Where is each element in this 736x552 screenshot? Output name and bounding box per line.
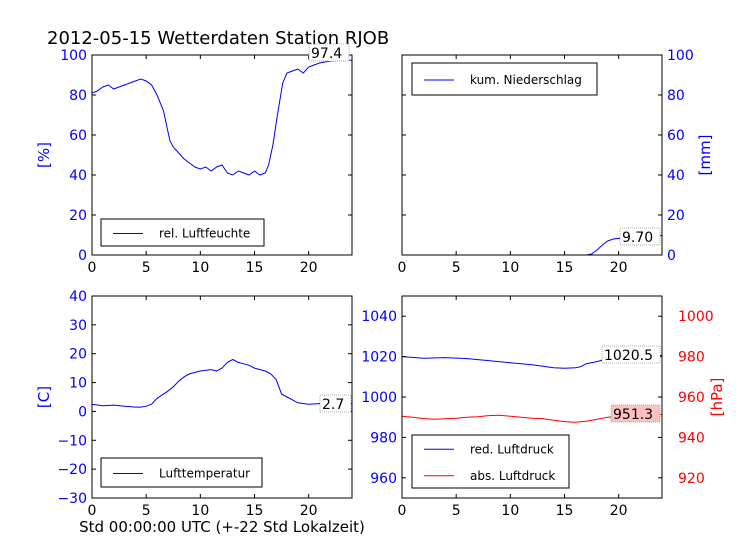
x-tick-label: 15	[556, 260, 574, 276]
last-value-box	[601, 345, 661, 364]
y-tick-label: 60	[69, 128, 87, 144]
y-axis-label: [mm]	[696, 135, 714, 176]
last-value-box	[610, 404, 661, 423]
y2-tick-label: 1000	[678, 309, 714, 325]
x-tick-label: 0	[88, 503, 97, 519]
x-tick-label: 5	[452, 260, 461, 276]
y-tick-label: 10	[69, 376, 87, 392]
last-value-box	[319, 394, 352, 413]
pressure-chart: 0 5 10 15 20 960 980 1000 1020 1040 920 940 960 980 10…	[361, 295, 726, 519]
y-tick-label: −20	[57, 462, 87, 478]
x-tick-label: 15	[556, 503, 574, 519]
x-tick-label: 20	[300, 503, 318, 519]
plot-frame	[91, 295, 353, 499]
y-tick-label: 40	[69, 168, 87, 184]
y-tick-label: 0	[667, 248, 676, 264]
y-tick-label: 20	[667, 208, 685, 224]
last-value-label: 97.4	[311, 46, 342, 62]
x-tick-label: 20	[610, 503, 628, 519]
x-tick-label: 0	[398, 503, 407, 519]
x-tick-label: 15	[246, 260, 264, 276]
x-tick-label: 15	[246, 503, 264, 519]
figure-xlabel: Std 00:00:00 UTC (+-22 Std Lokalzeit)	[79, 518, 365, 536]
y-tick-label: 960	[370, 471, 397, 487]
x-tick-label: 20	[610, 260, 628, 276]
last-value-label: 2.7	[322, 397, 344, 413]
plot-frame	[91, 54, 353, 256]
legend-entry: red. Luftdruck	[470, 442, 554, 456]
y-tick-label: 60	[667, 128, 685, 144]
legend-box	[100, 457, 263, 488]
y-tick-label: −30	[57, 491, 87, 507]
last-value-box	[308, 43, 350, 62]
y-tick-label: 1040	[361, 309, 397, 325]
y-tick-label: 980	[370, 430, 397, 446]
x-tick-label: 5	[142, 260, 151, 276]
x-tick-label: 10	[191, 260, 209, 276]
y-tick-label: 30	[69, 318, 87, 334]
y-tick-label: 40	[667, 168, 685, 184]
last-value-label: 951.3	[613, 407, 653, 423]
y-tick-label: 0	[78, 404, 87, 420]
y-tick-label: 40	[69, 289, 87, 305]
x-tick-label: 10	[501, 260, 519, 276]
temperature-chart: 0 5 10 15 20 −30 −20 −10 0 10 20 30 40 [C] Lufttempera…	[35, 289, 353, 519]
y-tick-label: 1000	[361, 390, 397, 406]
y2-axis-label: [hPa]	[708, 378, 726, 417]
y-tick-label: −10	[57, 433, 87, 449]
precipitation-chart: 0 5 10 15 20 0 20 40 60 80 100 [mm] kum. Niederschla…	[398, 48, 714, 276]
x-tick-label: 0	[88, 260, 97, 276]
humidity-chart: 0 5 10 15 20 0 20 40 60 80 100 [%] rel. Luftfeuchte 9…	[35, 43, 353, 276]
y-tick-label: 80	[69, 88, 87, 104]
y-tick-label: 20	[69, 208, 87, 224]
legend-entry: abs. Luftdruck	[470, 469, 555, 483]
legend-entry: Lufttemperatur	[159, 467, 250, 481]
last-value-box	[619, 227, 661, 246]
y2-tick-label: 960	[678, 390, 705, 406]
y-tick-label: 100	[667, 48, 694, 64]
legend-entry: kum. Niederschlag	[470, 73, 582, 87]
series-line-1	[92, 358, 352, 408]
legend-entry: rel. Luftfeuchte	[159, 227, 250, 241]
y2-tick-label: 980	[678, 350, 705, 366]
plot-frame	[401, 54, 663, 256]
y2-tick-label: 940	[678, 430, 705, 446]
x-tick-label: 20	[300, 260, 318, 276]
legend-box	[411, 434, 570, 489]
x-tick-label: 10	[501, 503, 519, 519]
y-tick-label: 0	[78, 248, 87, 264]
y-tick-label: 100	[60, 48, 87, 64]
x-tick-label: 5	[452, 503, 461, 519]
x-tick-label: 10	[191, 503, 209, 519]
y-tick-label: 1020	[361, 350, 397, 366]
last-value-label: 9.70	[622, 230, 653, 246]
legend-box	[100, 218, 265, 247]
y-tick-label: 80	[667, 88, 685, 104]
y-axis-label: [C]	[35, 386, 53, 408]
figure-title: 2012-05-15 Wetterdaten Station RJOB	[47, 28, 389, 49]
x-tick-label: 5	[142, 503, 151, 519]
series-line-1	[92, 59, 352, 176]
y-axis-label: [%]	[35, 142, 53, 168]
legend-box	[411, 62, 598, 96]
y-tick-label: 20	[69, 347, 87, 363]
last-value-label: 1020.5	[604, 348, 653, 364]
y2-tick-label: 920	[678, 471, 705, 487]
x-tick-label: 0	[398, 260, 407, 276]
